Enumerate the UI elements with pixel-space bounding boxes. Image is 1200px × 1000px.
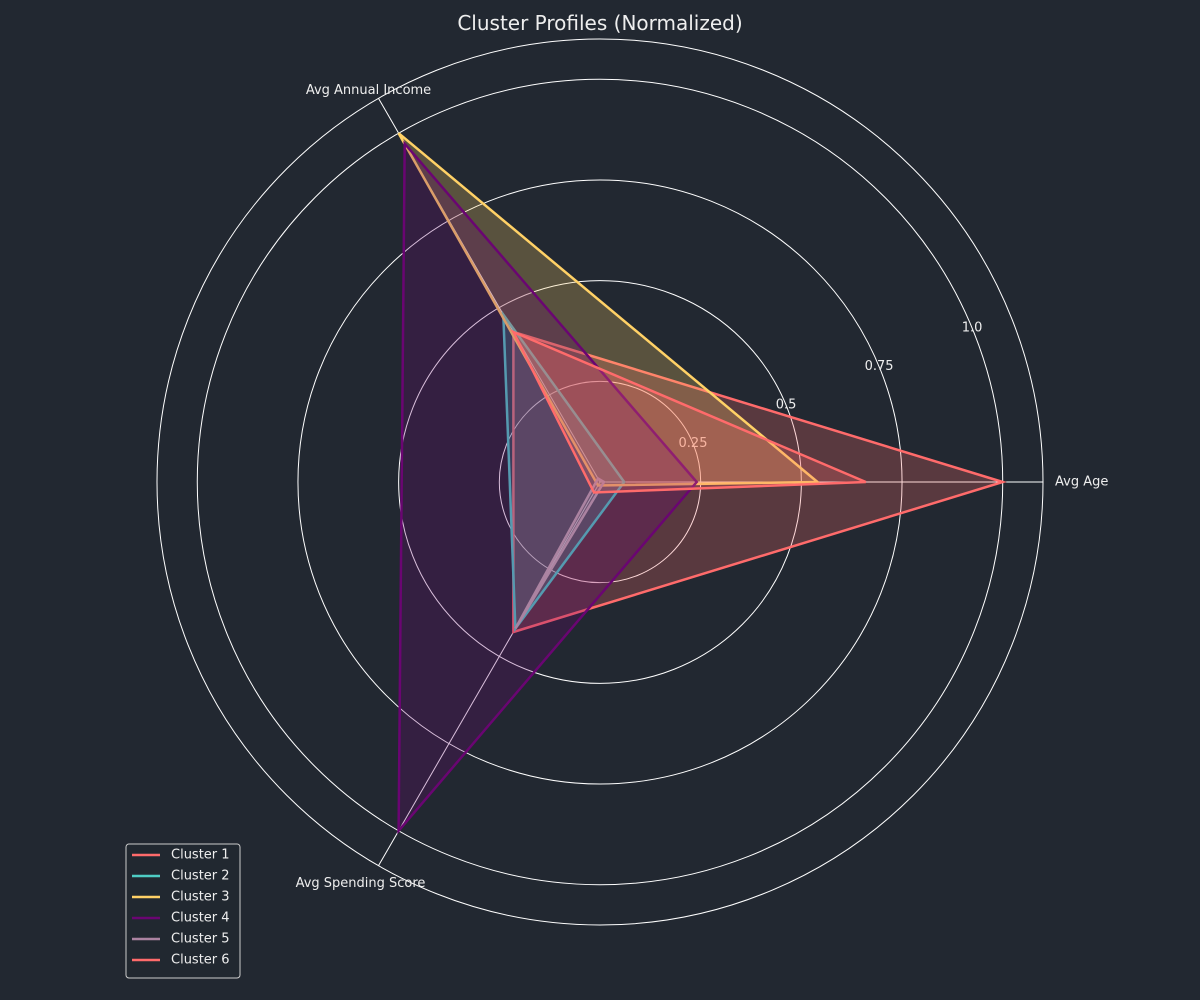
- chart-title: Cluster Profiles (Normalized): [457, 11, 742, 35]
- legend-box: [125, 843, 241, 979]
- series-line-4: [397, 140, 699, 835]
- radial-tick-label: 0.75: [865, 359, 894, 374]
- legend-label: Cluster 1: [171, 848, 230, 863]
- series-line-2: [501, 310, 626, 633]
- legend-label: Cluster 2: [171, 869, 230, 884]
- series-line-3: [397, 132, 821, 487]
- radial-tick-label: 1.0: [962, 320, 983, 335]
- series-layer: [397, 132, 1007, 835]
- series-fill-6: [513, 332, 866, 493]
- axis-label: Avg Annual Income: [306, 83, 431, 98]
- legend-label: Cluster 5: [171, 932, 230, 947]
- axis-label: Avg Age: [1055, 475, 1108, 490]
- series-line-1: [512, 330, 1007, 634]
- grid-spoke: [378, 481, 601, 866]
- legend-label: Cluster 3: [171, 890, 230, 905]
- axis-labels: Avg Age Avg Annual Income Avg Spending Sco…: [296, 83, 1109, 891]
- legend: Cluster 1 Cluster 2 Cluster 3 Cluster 4 Clus…: [125, 843, 241, 979]
- series-line-5: [514, 476, 606, 630]
- axis-label: Avg Spending Score: [296, 876, 426, 891]
- radial-tick-label: 0.25: [679, 436, 708, 451]
- series-line-6: [510, 329, 867, 494]
- series-fill-2: [503, 314, 625, 629]
- radial-tick-label: 0.5: [776, 397, 797, 412]
- series-fill-4: [398, 143, 697, 831]
- legend-label: Cluster 4: [171, 911, 230, 926]
- legend-label: Cluster 6: [171, 953, 230, 968]
